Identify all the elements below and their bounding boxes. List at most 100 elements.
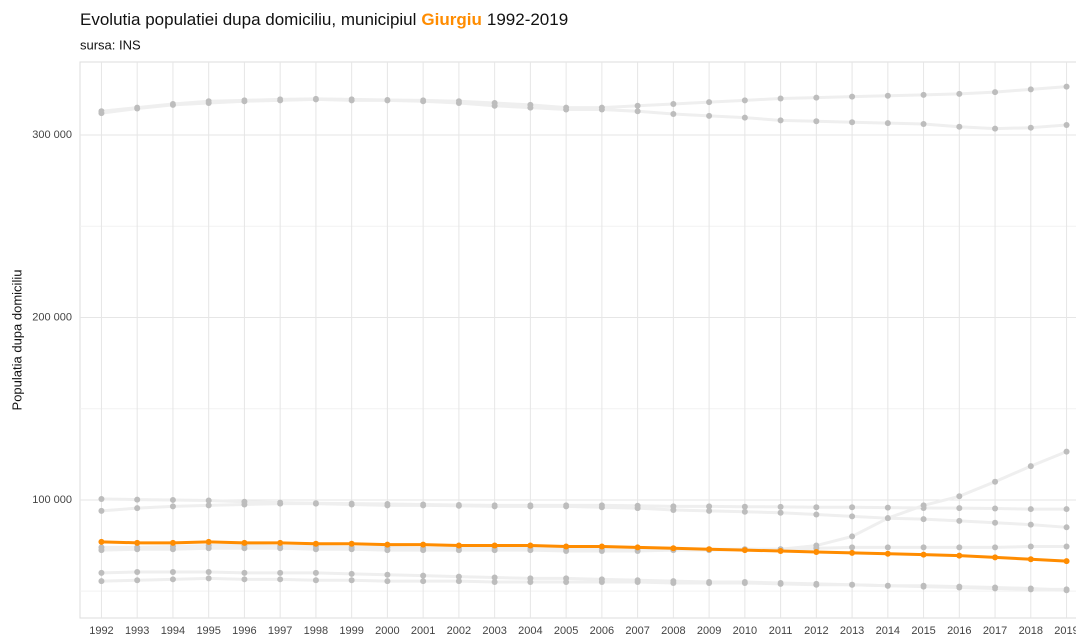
point (706, 579, 713, 586)
x-tick-label: 2016 (947, 625, 971, 636)
point (706, 503, 713, 510)
point (813, 94, 820, 101)
point (491, 542, 498, 549)
point (992, 544, 999, 551)
x-tick-label: 2015 (911, 625, 935, 636)
point (420, 541, 427, 548)
point (98, 538, 105, 545)
point (598, 548, 605, 555)
point (849, 544, 856, 551)
point (884, 544, 891, 551)
point (777, 580, 784, 587)
x-tick-label: 2017 (983, 625, 1007, 636)
point (1027, 585, 1034, 592)
point (312, 500, 319, 507)
point (98, 496, 105, 503)
title-suffix: 1992-2019 (487, 10, 568, 29)
point (920, 502, 927, 509)
point (884, 515, 891, 522)
point (706, 507, 713, 514)
point (241, 98, 248, 105)
point (813, 511, 820, 518)
point (169, 576, 176, 583)
x-tick-label: 2018 (1019, 625, 1043, 636)
point (98, 569, 105, 576)
point (169, 496, 176, 503)
point (1063, 587, 1070, 594)
point (670, 579, 677, 586)
point (420, 98, 427, 105)
point (1027, 543, 1034, 550)
point (813, 548, 820, 555)
point (741, 508, 748, 515)
point (741, 503, 748, 510)
point (312, 577, 319, 584)
x-tick-label: 1993 (125, 625, 149, 636)
point (455, 100, 462, 107)
point (455, 578, 462, 585)
series-line (101, 576, 1067, 592)
point (277, 97, 284, 104)
point (741, 97, 748, 104)
point (956, 583, 963, 590)
x-tick-label: 1992 (89, 625, 113, 636)
series-line (101, 97, 1067, 131)
point (956, 505, 963, 512)
point (777, 503, 784, 510)
x-tick-label: 2001 (411, 625, 435, 636)
point (420, 572, 427, 579)
x-tick-label: 1998 (304, 625, 328, 636)
point (884, 582, 891, 589)
point (956, 517, 963, 524)
point (134, 496, 141, 503)
point (563, 543, 570, 550)
point (491, 547, 498, 554)
point (634, 505, 641, 512)
y-tick-label: 200 000 (32, 311, 72, 323)
point (241, 501, 248, 508)
point (813, 118, 820, 125)
point (348, 540, 355, 547)
point (992, 505, 999, 512)
point (169, 569, 176, 576)
point (956, 90, 963, 97)
point (849, 513, 856, 520)
point (527, 542, 534, 549)
point (384, 547, 391, 554)
point (312, 569, 319, 576)
point (563, 548, 570, 555)
point (956, 123, 963, 130)
point (634, 544, 641, 551)
point (706, 112, 713, 119)
subtitle: sursa: INS (80, 37, 141, 52)
point (777, 95, 784, 102)
x-tick-label: 2007 (625, 625, 649, 636)
point (670, 506, 677, 513)
point (491, 503, 498, 510)
point (134, 569, 141, 576)
x-tick-label: 1995 (196, 625, 220, 636)
series-line (101, 502, 1067, 529)
point (134, 539, 141, 546)
point (1027, 521, 1034, 528)
y-tick-label: 100 000 (32, 494, 72, 506)
point (134, 577, 141, 584)
point (420, 578, 427, 585)
x-tick-label: 2011 (769, 625, 793, 636)
point (920, 551, 927, 558)
point (849, 549, 856, 556)
point (205, 569, 212, 576)
point (849, 581, 856, 588)
point (598, 504, 605, 511)
point (169, 101, 176, 108)
point (813, 504, 820, 511)
x-tick-label: 2000 (375, 625, 399, 636)
point (455, 542, 462, 549)
point (277, 539, 284, 546)
point (491, 574, 498, 581)
point (598, 106, 605, 113)
point (527, 579, 534, 586)
point (420, 547, 427, 554)
point (205, 502, 212, 509)
x-tick-label: 2002 (447, 625, 471, 636)
